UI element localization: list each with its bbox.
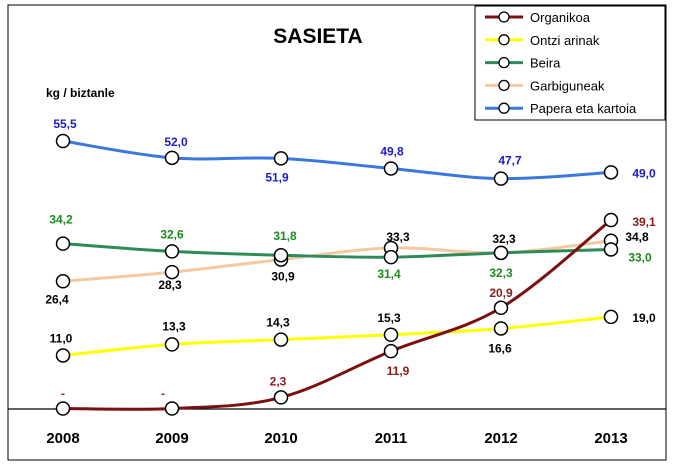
data-label-organikoa-2008: - [61, 387, 65, 401]
data-label-beira-2009: 32,6 [160, 227, 184, 241]
data-label-organikoa-2013: 39,1 [632, 215, 656, 229]
legend-marker-garbiguneak [498, 79, 510, 92]
data-label-ontzi-arinak-2009: 13,3 [162, 319, 186, 333]
legend-label-beira: Beira [530, 56, 561, 71]
point-garbiguneak-2008 [55, 274, 71, 289]
data-label-ontzi-arinak-2012: 16,6 [488, 341, 512, 355]
legend-marker-papera-eta-kartoia [498, 102, 510, 114]
data-label-beira-2011: 31,4 [377, 267, 401, 281]
x-tick-labels: 2008 2009 2010 2011 2012 2013 [46, 430, 627, 447]
point-organikoa-2012 [493, 300, 509, 316]
point-ontzi-arinak-2013 [603, 309, 619, 325]
data-label-papera-eta-kartoia-2011: 49,8 [380, 144, 404, 158]
point-papera-eta-kartoia-2012 [493, 171, 509, 186]
legend-label-ontzi-arinak: Ontzi arinak [530, 33, 600, 48]
point-ontzi-arinak-2010 [273, 332, 289, 347]
point-organikoa-2008 [55, 401, 71, 416]
chart-border [7, 4, 667, 461]
point-ontzi-arinak-2011 [383, 327, 399, 343]
point-beira-2009 [164, 244, 180, 259]
data-label-garbiguneak-2010: 30,9 [271, 270, 295, 284]
series-line-beira [61, 242, 613, 259]
series-line-organikoa [61, 218, 613, 411]
series-line-papera-eta-kartoia [61, 139, 613, 181]
data-label-papera-eta-kartoia-2008: 55,5 [53, 117, 77, 131]
legend-marker-organikoa [498, 11, 510, 23]
series-line-garbiguneak [61, 239, 613, 283]
point-papera-eta-kartoia-2009 [164, 150, 180, 166]
data-label-beira-2013: 33,0 [628, 250, 652, 264]
point-organikoa-2009 [164, 401, 180, 416]
point-beira-2010 [273, 247, 289, 263]
point-papera-eta-kartoia-2013 [603, 165, 619, 180]
data-labels: - - 2,3 11,9 20,9 39,1 11,0 13,3 14,3 15,3 16,6 19,… [45, 117, 656, 401]
point-garbiguneak-2009 [164, 264, 180, 280]
point-organikoa-2013 [603, 212, 619, 228]
data-label-ontzi-arinak-2010: 14,3 [266, 316, 290, 330]
x-tick-2011: 2011 [375, 430, 408, 447]
data-label-papera-eta-kartoia-2010: 51,9 [265, 170, 289, 184]
x-tick-2010: 2010 [264, 430, 297, 447]
data-label-organikoa-2012: 20,9 [489, 286, 513, 300]
point-organikoa-2010 [273, 390, 289, 405]
data-label-ontzi-arinak-2013: 19,0 [632, 311, 656, 325]
legend-marker-beira [498, 56, 510, 69]
x-tick-2008: 2008 [46, 430, 79, 447]
data-label-beira-2012: 32,3 [489, 266, 513, 280]
x-tick-2013: 2013 [594, 430, 627, 447]
series-lines [61, 139, 613, 411]
data-label-organikoa-2010: 2,3 [270, 374, 287, 388]
data-label-papera-eta-kartoia-2012: 47,7 [498, 154, 522, 168]
point-beira-2012 [493, 245, 509, 261]
data-label-ontzi-arinak-2008: 11,0 [50, 331, 73, 345]
data-label-organikoa-2009: - [161, 387, 165, 401]
chart-title: SASIETA [273, 25, 362, 48]
data-label-garbiguneak-2009: 28,3 [158, 278, 182, 292]
legend-label-garbiguneak: Garbiguneak [530, 78, 605, 93]
point-ontzi-arinak-2008 [55, 348, 71, 363]
point-organikoa-2011 [383, 343, 399, 359]
data-label-organikoa-2011: 11,9 [387, 364, 410, 378]
legend-label-organikoa: Organikoa [530, 10, 591, 25]
legend-label-papera-eta-kartoia: Papera eta kartoia [530, 101, 637, 116]
data-label-papera-eta-kartoia-2009: 52,0 [164, 135, 188, 149]
point-papera-eta-kartoia-2008 [55, 133, 71, 149]
point-beira-2008 [55, 236, 71, 251]
legend-marker-ontzi-arinak [498, 34, 510, 46]
point-beira-2011 [383, 249, 399, 265]
data-label-ontzi-arinak-2011: 15,3 [377, 311, 401, 325]
data-label-beira-2010: 31,8 [273, 229, 297, 243]
data-label-beira-2008: 34,2 [49, 213, 73, 227]
x-tick-2012: 2012 [484, 430, 517, 447]
data-label-garbiguneak-2011: 33,3 [386, 230, 410, 244]
series-line-ontzi-arinak [61, 315, 613, 357]
x-tick-2009: 2009 [155, 430, 188, 447]
point-papera-eta-kartoia-2011 [383, 161, 399, 176]
point-ontzi-arinak-2012 [493, 321, 509, 336]
data-label-garbiguneak-2012: 32,3 [492, 232, 516, 246]
point-papera-eta-kartoia-2010 [273, 151, 289, 166]
y-axis-label: kg / biztanle [46, 86, 115, 100]
data-label-garbiguneak-2008: 26,4 [45, 292, 69, 306]
point-beira-2013 [603, 242, 619, 257]
data-label-papera-eta-kartoia-2013: 49,0 [632, 166, 656, 180]
data-label-garbiguneak-2013: 34,8 [625, 230, 649, 244]
legend: Organikoa Ontzi arinak Beira Garbiguneak Pap… [474, 5, 666, 121]
point-ontzi-arinak-2009 [164, 337, 180, 352]
series-points [55, 133, 619, 416]
